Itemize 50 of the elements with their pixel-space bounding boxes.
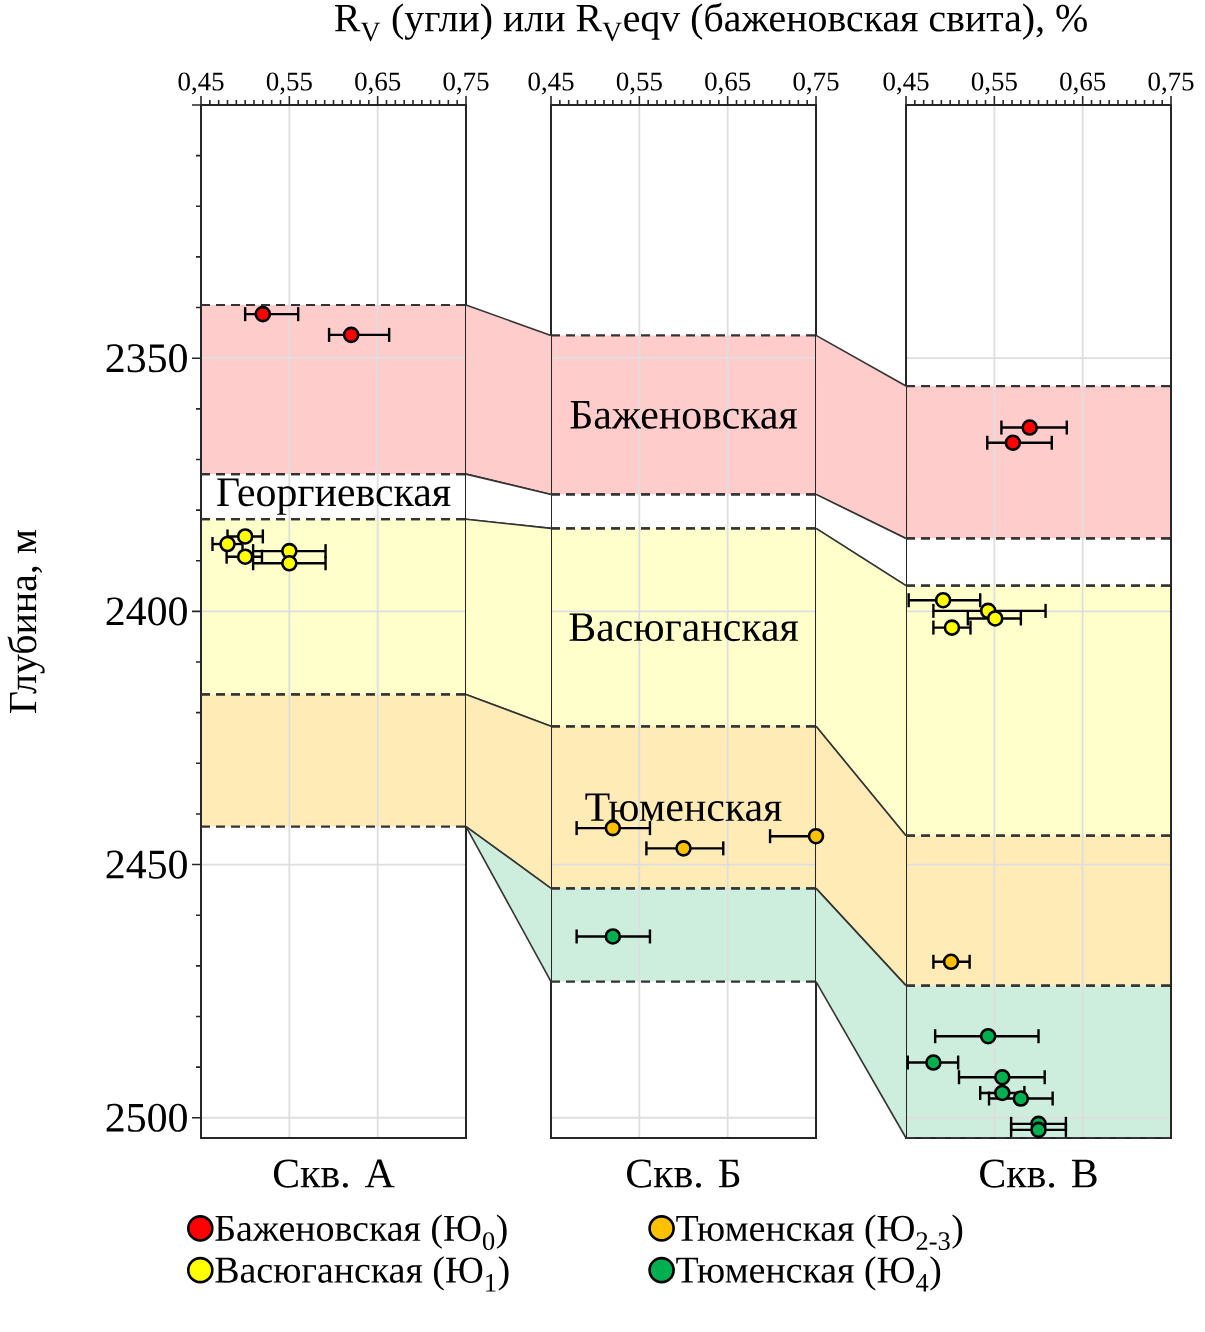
point [236, 528, 254, 545]
band-label: Баженовская [570, 400, 797, 429]
legend-label: Тюменская (Ю$_{4}$) [676, 1256, 941, 1292]
x-tick-label: 0,75 [793, 72, 839, 95]
point [925, 1054, 942, 1071]
point [281, 554, 298, 572]
x-tick-label: 0,65 [1060, 72, 1106, 95]
point [942, 953, 960, 971]
point [1030, 1121, 1047, 1139]
x-axis-title: Скв. А [273, 1159, 395, 1188]
legend-label: Васюганская (Ю$_{1}$) [215, 1256, 509, 1292]
y-tick-label: 2500 [106, 1103, 187, 1132]
point [342, 326, 360, 344]
x-tick-label: 0,45 [883, 72, 929, 95]
point [254, 305, 272, 323]
point [1012, 1090, 1030, 1107]
point [986, 610, 1004, 627]
x-tick-label: 0,55 [616, 72, 662, 95]
x-tick-label: 0,45 [178, 72, 224, 95]
point [934, 591, 952, 609]
point [236, 548, 254, 565]
legend-label: Тюменская (Ю$_{2-3}$) [676, 1214, 963, 1251]
y-tick-label: 2450 [106, 850, 187, 879]
x-tick-label: 0,55 [971, 72, 1017, 95]
y-tick-label: 2350 [106, 344, 187, 373]
x-tick-label: 0,45 [528, 72, 574, 95]
point [943, 619, 961, 636]
point [675, 840, 692, 857]
x-axis-title: Скв. В [980, 1159, 1097, 1188]
x-tick-label: 0,55 [266, 72, 312, 95]
x-tick-label: 0,75 [1148, 72, 1194, 95]
point [219, 535, 236, 553]
point [807, 827, 825, 845]
point [1021, 419, 1038, 436]
x-tick-label: 0,65 [355, 72, 401, 95]
x-tick-label: 0,65 [705, 72, 751, 95]
point [994, 1068, 1011, 1086]
y-axis-title: Глубина, м [7, 529, 45, 713]
point [979, 1027, 997, 1045]
band-label: Тюменская [585, 793, 782, 822]
y-tick-label: 2400 [106, 597, 187, 626]
point [1004, 434, 1022, 452]
x-tick-label: 0,75 [443, 72, 489, 95]
point [604, 928, 622, 945]
band-label: Георгиевская [217, 478, 451, 515]
legend-label: Баженовская (Ю$_{0}$) [215, 1214, 507, 1251]
x-axis-title: Скв. Б [627, 1159, 740, 1188]
point [994, 1084, 1011, 1102]
text: R$_{V}$ (угли) или R$_{V}$eqv (баженовская свита), % [334, 2, 1087, 42]
band-label: Васюганская [569, 613, 799, 642]
